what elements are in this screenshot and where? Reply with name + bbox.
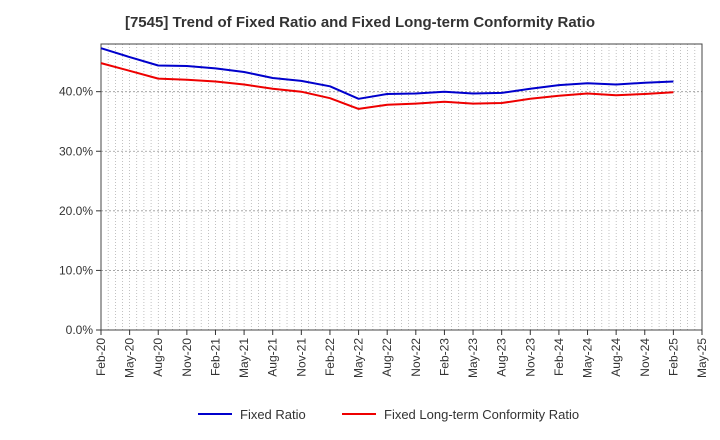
- x-tick-label: Aug-24: [609, 338, 623, 377]
- chart-title: [7545] Trend of Fixed Ratio and Fixed Lo…: [124, 14, 596, 31]
- y-tick-label: 20.0%: [59, 204, 93, 218]
- x-tick-label: Nov-23: [523, 338, 537, 377]
- x-tick-label: Feb-22: [323, 338, 337, 376]
- x-tick-label: May-22: [352, 338, 366, 378]
- x-tick-label: Nov-22: [409, 338, 423, 377]
- series-line-fixed-long-term-conformity-ratio: [100, 62, 674, 110]
- x-tick-label: Feb-21: [208, 338, 222, 376]
- series-line-fixed-ratio: [100, 47, 674, 100]
- x-tick-label: Feb-25: [666, 338, 680, 376]
- x-tick-label: Feb-23: [437, 338, 451, 376]
- x-tick-label: May-23: [466, 338, 480, 378]
- legend-label: Fixed Long-term Conformity Ratio: [384, 407, 579, 422]
- x-tick-label: Nov-21: [294, 338, 308, 377]
- plot-frame: [100, 43, 703, 331]
- x-tick-label: Feb-20: [94, 338, 108, 376]
- x-tick-label: Aug-20: [151, 338, 165, 377]
- y-tick-label: 10.0%: [59, 263, 93, 277]
- x-tick-label: Nov-20: [180, 338, 194, 377]
- legend-label: Fixed Ratio: [240, 407, 306, 422]
- y-tick-label: 40.0%: [59, 85, 93, 99]
- x-tick-label: Aug-21: [266, 338, 280, 377]
- x-tick-label: May-24: [581, 338, 595, 378]
- y-tick-label: 30.0%: [59, 144, 93, 158]
- x-tick-label: Nov-24: [638, 338, 652, 377]
- x-tick-label: May-25: [695, 338, 709, 378]
- x-tick-label: May-20: [123, 338, 137, 378]
- x-tick-label: May-21: [237, 338, 251, 378]
- x-tick-label: Aug-23: [495, 338, 509, 377]
- x-tick-label: Feb-24: [552, 338, 566, 376]
- y-tick-label: 0.0%: [66, 323, 94, 337]
- x-tick-label: Aug-22: [380, 338, 394, 377]
